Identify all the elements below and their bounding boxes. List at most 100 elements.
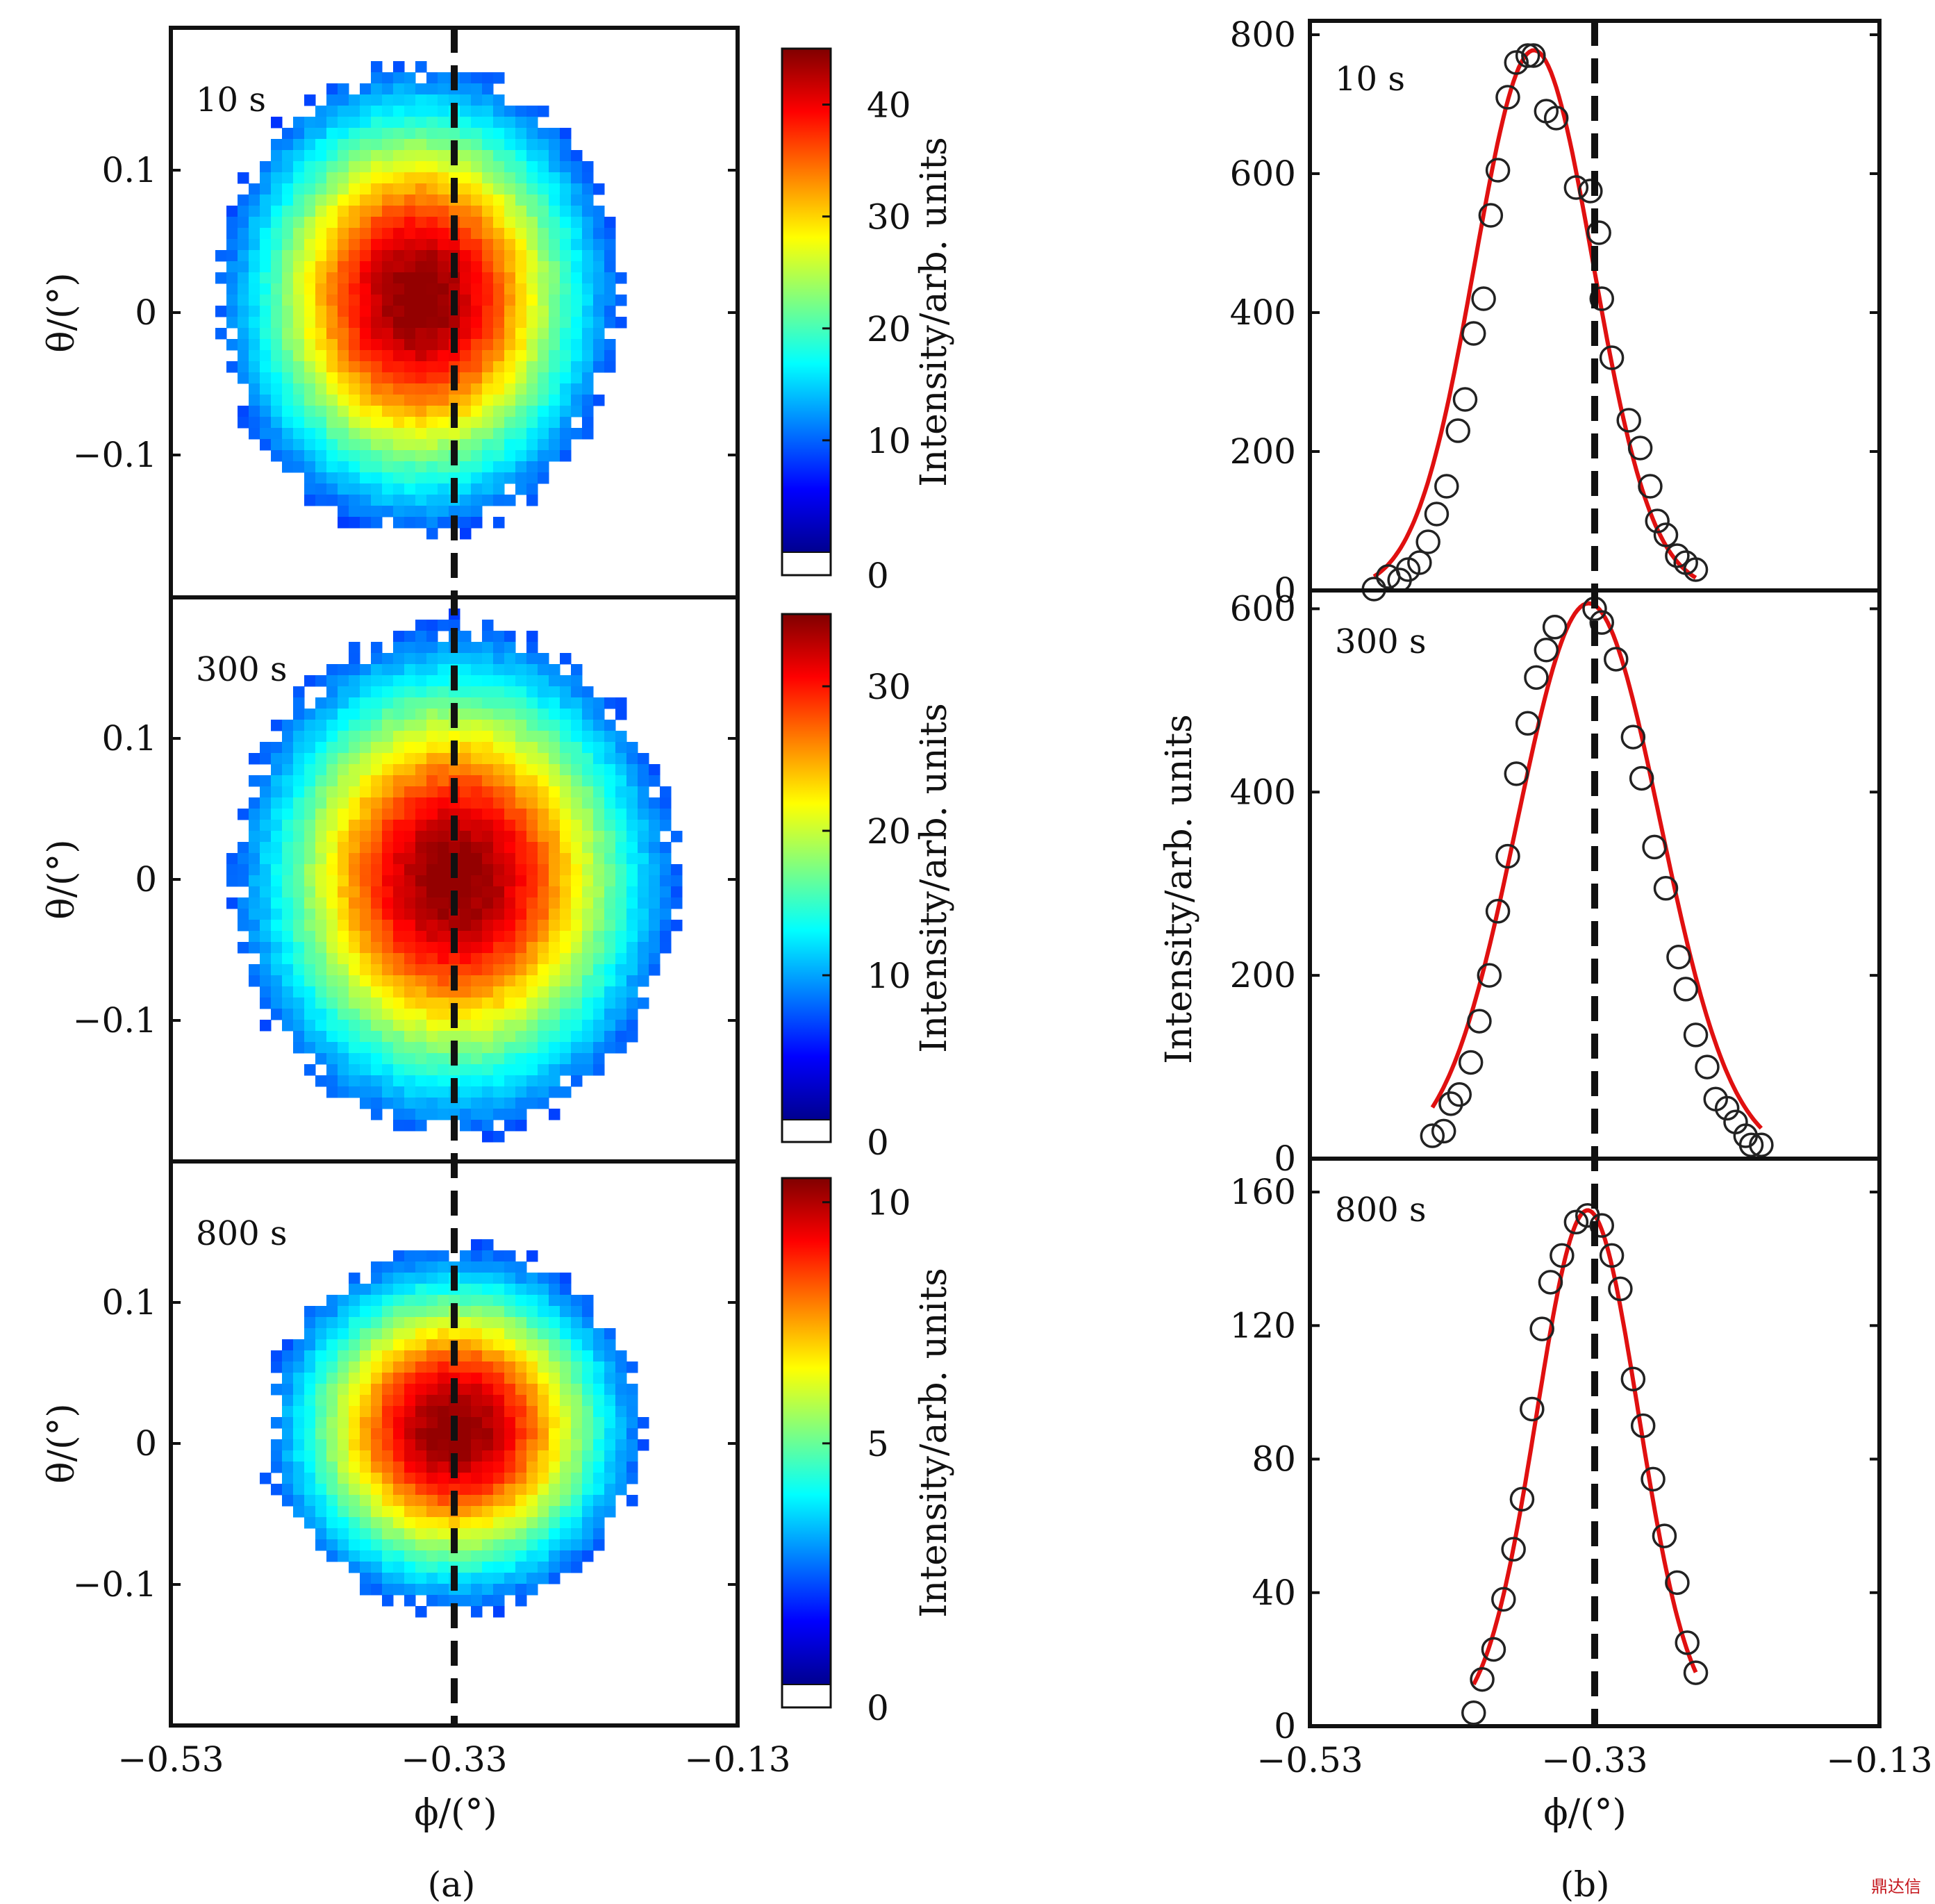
heatmap-cell [293, 461, 305, 473]
heatmap-cell [271, 975, 283, 987]
heatmap-cell [626, 764, 638, 776]
heatmap-cell [515, 295, 527, 306]
heatmap-cell [315, 1395, 327, 1407]
heatmap-cell [226, 361, 238, 373]
heatmap-cell [260, 953, 272, 965]
heatmap-cell [515, 842, 527, 854]
heatmap-cell [526, 483, 538, 495]
heatmap-cell [471, 228, 483, 240]
heatmap-cell [582, 897, 594, 909]
heatmap-cell [526, 886, 538, 898]
heatmap-cell [615, 697, 627, 709]
heatmap-cell [249, 183, 260, 195]
heatmap-cell [426, 1484, 438, 1496]
heatmap-cell [549, 742, 560, 754]
heatmap-cell [271, 986, 283, 998]
heatmap-cell [371, 306, 383, 317]
heatmap-cell [338, 820, 349, 831]
heatmap-cell [593, 183, 605, 195]
heatmap-cell [604, 975, 616, 987]
heatmap-cell [260, 194, 272, 206]
heatmap-cell [415, 1484, 427, 1496]
heatmap-cell [271, 820, 283, 831]
heatmap-cell [482, 1009, 494, 1020]
profile-data-point [1529, 1316, 1554, 1341]
heatmap-cell [593, 283, 605, 295]
heatmap-cell [549, 1473, 560, 1484]
heatmap-cell [660, 864, 672, 876]
heatmap-cell [249, 395, 260, 406]
heatmap-cell [582, 283, 594, 295]
heatmap-cell [304, 94, 316, 106]
heatmap-cell [349, 1350, 360, 1362]
heatmap-cell [349, 953, 360, 965]
heatmap-cell [638, 920, 649, 932]
heatmap-cell [326, 775, 338, 787]
heatmap-cell [538, 450, 549, 462]
heatmap-cell [526, 383, 538, 395]
heatmap-cell [315, 295, 327, 306]
heatmap-cell [426, 886, 438, 898]
heatmap-cell [560, 853, 572, 865]
heatmap-cell [526, 753, 538, 765]
heatmap-cell [526, 642, 538, 654]
heatmap-cell [360, 942, 372, 954]
heatmap-cell [415, 361, 427, 373]
heatmap-cell [404, 1273, 416, 1284]
heatmap-cell [615, 909, 627, 920]
heatmap-cell [438, 1273, 449, 1284]
heatmap-cell [371, 1009, 383, 1020]
heatmap-cell [504, 964, 516, 976]
heatmap-cell [360, 864, 372, 876]
heatmap-cell [538, 339, 549, 351]
heatmap-cell [515, 1075, 527, 1087]
heatmap-cell [560, 1317, 572, 1329]
heatmap-cell [493, 1350, 505, 1362]
heatmap-cell [504, 864, 516, 876]
heatmap-cell [471, 1606, 483, 1618]
heatmap-cell [238, 920, 249, 932]
heatmap-cell [515, 953, 527, 965]
heatmap-cell [615, 1373, 627, 1384]
heatmap-cell [249, 920, 260, 932]
heatmap-cell [415, 1273, 427, 1284]
heatmap-cell [282, 317, 294, 329]
heatmap-cell [371, 1562, 383, 1573]
heatmap-ytick-label: −0.1 [73, 1564, 157, 1605]
heatmap-cell [304, 183, 316, 195]
heatmap-cell [326, 472, 338, 484]
heatmap-cell [371, 1098, 383, 1109]
heatmap-cell [304, 417, 316, 429]
heatmap-cell [326, 731, 338, 743]
heatmap-cell [538, 820, 549, 831]
heatmap-cell [338, 1306, 349, 1318]
heatmap-cell [438, 172, 449, 184]
heatmap-cell [515, 128, 527, 140]
heatmap-cell [460, 172, 472, 184]
heatmap-cell [338, 1406, 349, 1418]
heatmap-cell [426, 1550, 438, 1562]
heatmap-cell [593, 1539, 605, 1551]
heatmap-cell [571, 1339, 583, 1351]
heatmap-cell [515, 731, 527, 743]
heatmap-cell [538, 886, 549, 898]
heatmap-cell [382, 339, 394, 351]
heatmap-cell [582, 775, 594, 787]
heatmap-cell [571, 753, 583, 765]
heatmap-cell [604, 361, 616, 373]
heatmap-cell [626, 1473, 638, 1484]
heatmap-cell [349, 395, 360, 406]
heatmap-cell [515, 1506, 527, 1518]
heatmap-cell [626, 931, 638, 943]
heatmap-cell [504, 106, 516, 117]
heatmap-cell [515, 339, 527, 351]
heatmap-cell [315, 194, 327, 206]
heatmap-cell [293, 1473, 305, 1484]
heatmap-cell [471, 1584, 483, 1596]
heatmap-cell [371, 161, 383, 173]
heatmap-cell [438, 217, 449, 229]
heatmap-cell [471, 1306, 483, 1318]
heatmap-cell [515, 664, 527, 676]
heatmap-cell [326, 864, 338, 876]
heatmap-cell [538, 875, 549, 887]
